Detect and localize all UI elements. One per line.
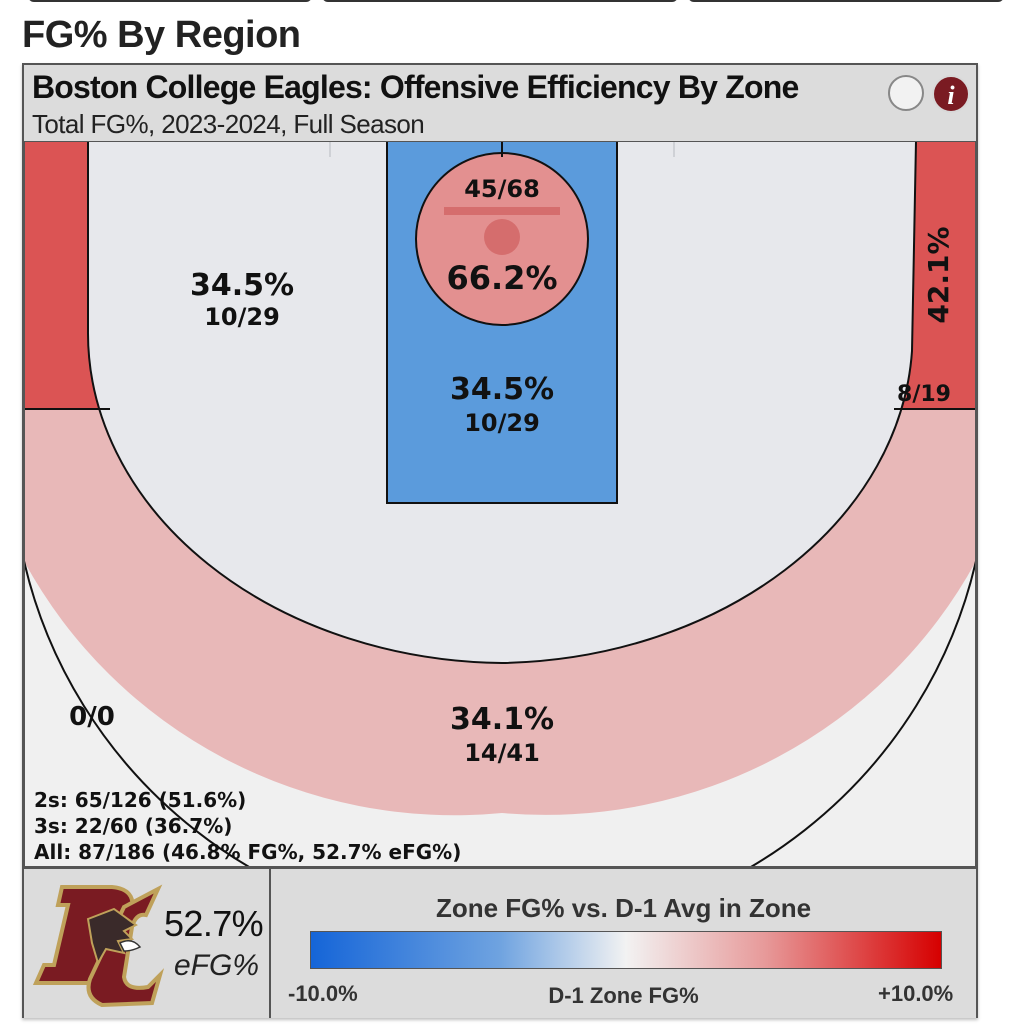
footer-divider bbox=[269, 869, 271, 1018]
rim-pct-label: 66.2% bbox=[446, 259, 557, 297]
card-subtitle: Total FG%, 2023-2024, Full Season bbox=[32, 109, 425, 139]
midrange-attempts-label: 10/29 bbox=[204, 303, 280, 331]
card-footer: 52.7% eFG% Zone FG% vs. D-1 Avg in Zone … bbox=[24, 867, 976, 1018]
tab-left[interactable] bbox=[28, 0, 312, 2]
efg-label: eFG% bbox=[174, 949, 260, 982]
tab-right[interactable] bbox=[688, 0, 1004, 2]
backboard bbox=[444, 207, 560, 215]
info-icon[interactable]: i bbox=[932, 75, 970, 113]
arc-attempts-label: 14/41 bbox=[464, 739, 540, 767]
summary-threes: 3s: 22/60 (36.7%) bbox=[34, 814, 232, 838]
summary-twos: 2s: 65/126 (51.6%) bbox=[34, 788, 246, 812]
arc-pct-label: 34.1% bbox=[450, 702, 554, 737]
legend-gradient-bar bbox=[310, 931, 942, 969]
right-corner-attempts-label: 8/19 bbox=[897, 382, 951, 407]
legend-min-label: -10.0% bbox=[288, 981, 358, 1006]
legend-title: Zone FG% vs. D-1 Avg in Zone bbox=[435, 893, 812, 923]
legend-axis-label: D-1 Zone FG% bbox=[548, 983, 699, 1008]
court-heatmap: 45/68 66.2% 34.5% 10/29 34.5% 10/29 42.1… bbox=[24, 141, 976, 867]
deep-attempts-label: 0/0 bbox=[69, 702, 115, 732]
card-title: Boston College Eagles: Offensive Efficie… bbox=[32, 69, 799, 105]
right-corner-pct-label: 42.1% bbox=[922, 226, 955, 323]
midrange-pct-label: 34.5% bbox=[190, 268, 294, 303]
tab-middle[interactable] bbox=[322, 0, 678, 2]
top-tabs bbox=[0, 0, 1016, 6]
hoop bbox=[484, 219, 520, 255]
logo-eagle bbox=[86, 907, 142, 966]
section-title: FG% By Region bbox=[22, 14, 301, 56]
card-header: Boston College Eagles: Offensive Efficie… bbox=[24, 65, 976, 141]
team-logo bbox=[32, 884, 165, 1008]
rim-attempts-label: 45/68 bbox=[464, 175, 540, 203]
efg-value: 52.7% bbox=[164, 903, 264, 944]
shot-chart-card: Boston College Eagles: Offensive Efficie… bbox=[22, 63, 978, 1018]
toggle-circle-button[interactable] bbox=[888, 75, 924, 111]
paint-attempts-label: 10/29 bbox=[464, 409, 540, 437]
legend-max-label: +10.0% bbox=[878, 981, 954, 1006]
paint-pct-label: 34.5% bbox=[450, 372, 554, 407]
summary-all: All: 87/186 (46.8% FG%, 52.7% eFG%) bbox=[34, 840, 461, 864]
